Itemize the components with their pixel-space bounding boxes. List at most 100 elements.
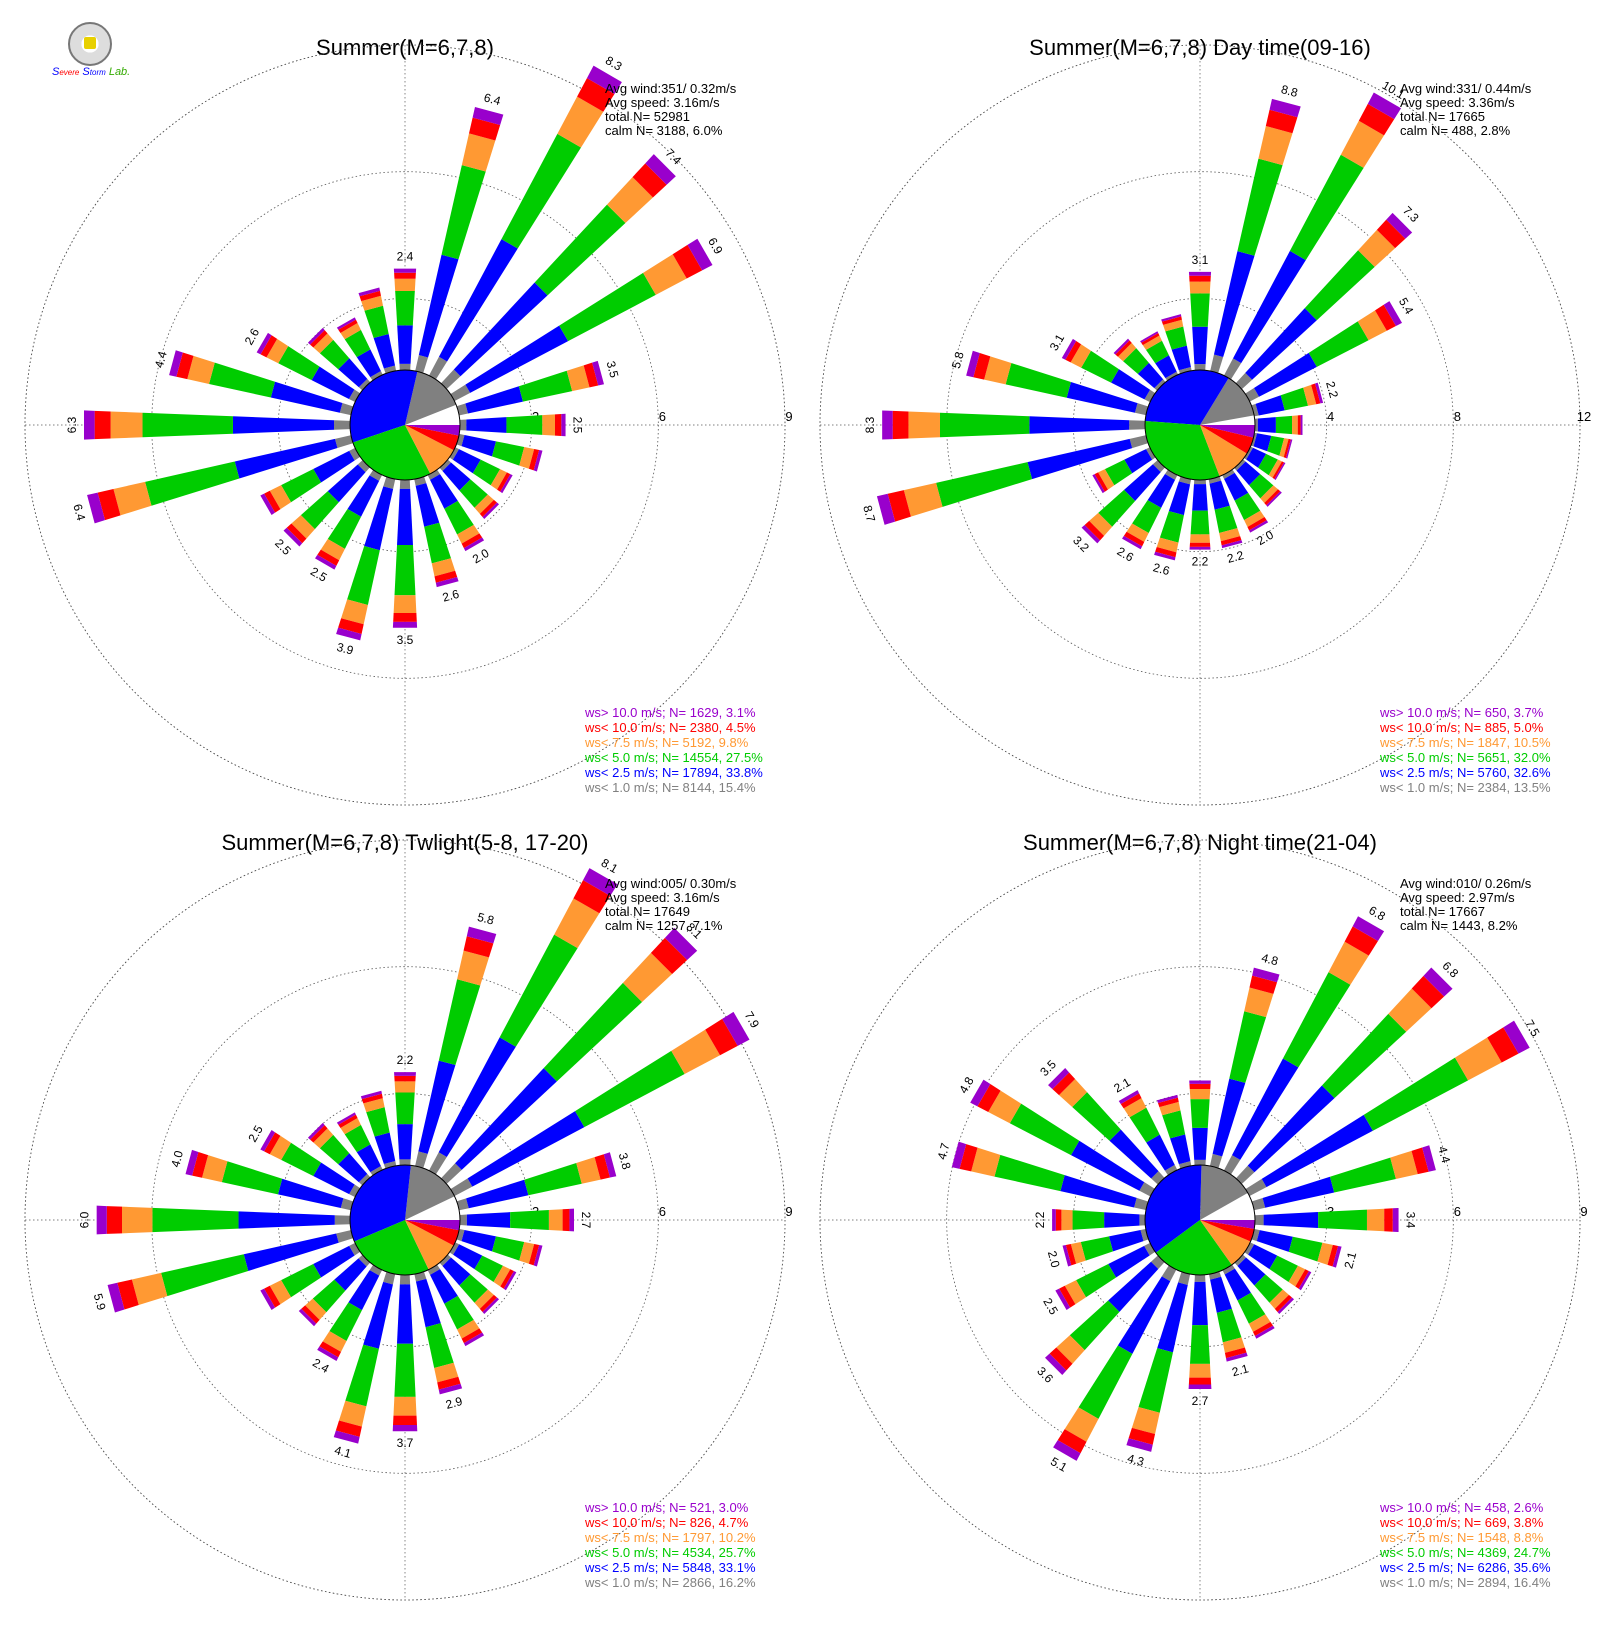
bar-segment bbox=[1269, 98, 1301, 118]
bar-segment bbox=[97, 489, 121, 521]
bar-segment bbox=[1178, 366, 1192, 374]
bar-segment bbox=[1060, 1175, 1137, 1208]
stats-line: Avg speed: 3.16m/s bbox=[605, 95, 720, 110]
bar-segment bbox=[393, 595, 417, 613]
bar-segment bbox=[1084, 520, 1105, 541]
panel-title: Summer(M=6,7,8) Day time(09-16) bbox=[1029, 35, 1371, 60]
wind-bar-sector-15 bbox=[298, 1255, 370, 1327]
wind-bar-sector-22 bbox=[1140, 331, 1178, 381]
bar-segment bbox=[1327, 1244, 1339, 1267]
legend-entry: ws< 1.0 m/s; N= 8144, 15.4% bbox=[584, 780, 756, 795]
bar-segment bbox=[1157, 1094, 1178, 1103]
bar-segment bbox=[315, 554, 337, 570]
bar-segment bbox=[1115, 340, 1132, 357]
bar-segment bbox=[264, 490, 281, 513]
wind-bar-sector-6 bbox=[1255, 1207, 1399, 1233]
bar-value-label: 6.4 bbox=[70, 502, 88, 522]
bar-segment bbox=[465, 325, 569, 393]
bar-segment bbox=[209, 362, 276, 398]
bar-segment bbox=[466, 926, 497, 944]
bar-segment bbox=[493, 1265, 511, 1287]
bar-value-label: 8.3 bbox=[603, 53, 625, 74]
bar-segment bbox=[1210, 1276, 1232, 1313]
bar-segment bbox=[358, 1173, 371, 1186]
bar-segment bbox=[1454, 1037, 1502, 1081]
wind-bar-sector-14 bbox=[317, 1265, 383, 1361]
bar-segment bbox=[394, 272, 416, 279]
bar-segment bbox=[1422, 1145, 1436, 1172]
wind-bar-sector-10 bbox=[1222, 469, 1269, 533]
bar-segment bbox=[169, 350, 183, 377]
bar-segment bbox=[1069, 1300, 1120, 1351]
calm-pie-slice bbox=[405, 425, 460, 436]
bar-segment bbox=[518, 370, 573, 402]
bar-segment bbox=[1318, 1209, 1367, 1231]
bar-segment bbox=[1027, 438, 1133, 480]
bar-segment bbox=[1132, 500, 1162, 534]
calm-pie-slice bbox=[349, 1165, 411, 1242]
bar-segment bbox=[341, 599, 368, 625]
bar-segment bbox=[1092, 474, 1105, 494]
bar-segment bbox=[1189, 275, 1211, 282]
wind-bar-sector-11 bbox=[414, 476, 459, 588]
bar-segment bbox=[301, 1305, 320, 1324]
lab-logo: Severe Storm Lab. bbox=[52, 22, 142, 84]
bar-segment bbox=[970, 1079, 991, 1107]
bar-value-label: 7.4 bbox=[662, 146, 684, 168]
bar-segment bbox=[1126, 1438, 1153, 1452]
bar-value-label: 6.9 bbox=[705, 235, 726, 257]
bar-segment bbox=[1229, 1011, 1267, 1083]
bar-segment bbox=[106, 1206, 122, 1234]
wind-rose-panel: Summer(M=6,7,8) Twlight(5-8, 17-20)3692.… bbox=[24, 830, 793, 1601]
bar-segment bbox=[336, 1230, 353, 1243]
bar-segment bbox=[474, 1255, 503, 1282]
bar-segment bbox=[345, 1344, 379, 1407]
legend-entry: ws< 10.0 m/s; N= 826, 4.7% bbox=[584, 1515, 749, 1530]
wind-rose-panel: Summer(M=6,7,8) Day time(09-16) 4 8 12 3.1 8.… bbox=[819, 35, 1591, 806]
bar-segment bbox=[1161, 316, 1182, 325]
bar-segment bbox=[466, 1212, 511, 1228]
bar-segment bbox=[1048, 1068, 1070, 1090]
calm-pie-outline bbox=[349, 1164, 461, 1276]
wind-bar-sector-23 bbox=[358, 287, 397, 374]
bar-segment bbox=[358, 378, 371, 391]
bar-value-label: 8.7 bbox=[860, 504, 878, 524]
bar-segment bbox=[1059, 1285, 1076, 1308]
bar-segment bbox=[1049, 1347, 1073, 1371]
stats-line: calm N= 3188, 6.0% bbox=[605, 123, 723, 138]
wind-bar-sector-15 bbox=[283, 460, 370, 547]
bar-segment bbox=[437, 1376, 461, 1390]
bar-segment bbox=[1192, 326, 1208, 365]
bar-segment bbox=[554, 898, 600, 949]
bar-segment bbox=[1288, 1265, 1306, 1287]
bar-segment bbox=[466, 417, 507, 433]
bar-segment bbox=[1244, 446, 1254, 460]
wind-bar-sector-8 bbox=[449, 1242, 517, 1291]
wind-bar-sector-1 bbox=[1209, 967, 1280, 1169]
bar-segment bbox=[311, 366, 355, 399]
bar-segment bbox=[1134, 1197, 1149, 1211]
bar-segment bbox=[1235, 372, 1253, 390]
bar-segment bbox=[1189, 1083, 1211, 1089]
calm-pie-slice bbox=[349, 369, 418, 443]
bar-segment bbox=[1235, 1165, 1255, 1185]
wind-bar-sector-21 bbox=[1048, 1068, 1165, 1185]
bar-segment bbox=[1144, 1243, 1155, 1256]
legend-entry: ws< 7.5 m/s; N= 5192, 9.8% bbox=[584, 735, 749, 750]
bar-segment bbox=[1208, 476, 1222, 484]
radial-tick-label: 9 bbox=[785, 1204, 792, 1219]
bar-segment bbox=[383, 365, 397, 374]
bar-segment bbox=[281, 468, 322, 503]
bar-segment bbox=[559, 272, 656, 342]
wind-bar-sector-12 bbox=[1188, 1275, 1212, 1389]
bar-segment bbox=[1268, 459, 1282, 478]
bar-segment bbox=[441, 165, 486, 260]
bar-value-label: 2.9 bbox=[444, 1394, 464, 1412]
bar-segment bbox=[1108, 1261, 1159, 1312]
bar-value-label: 3.4 bbox=[1404, 1212, 1418, 1229]
bar-segment bbox=[1189, 546, 1211, 550]
bar-segment bbox=[461, 434, 497, 457]
bar-segment bbox=[1070, 1140, 1145, 1191]
bar-segment bbox=[338, 1114, 358, 1128]
stats-line: Avg speed: 2.97m/s bbox=[1400, 890, 1515, 905]
